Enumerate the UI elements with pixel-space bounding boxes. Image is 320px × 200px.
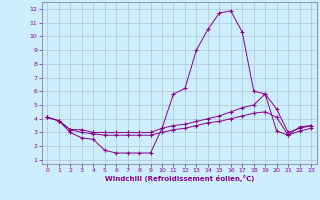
X-axis label: Windchill (Refroidissement éolien,°C): Windchill (Refroidissement éolien,°C) bbox=[105, 175, 254, 182]
